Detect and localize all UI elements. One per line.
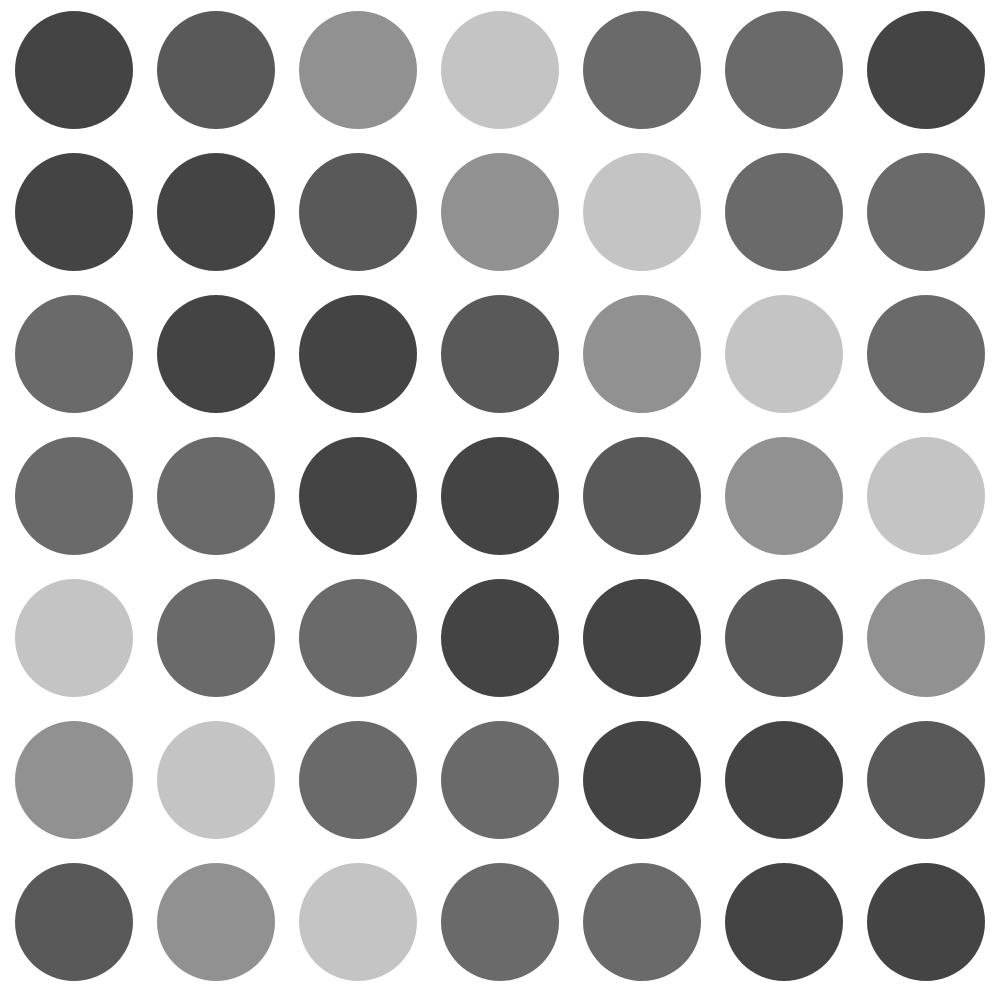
circle-r4-c6	[725, 437, 843, 555]
circle-r3-c1	[15, 295, 133, 413]
circle-r5-c5	[583, 579, 701, 697]
circle-r1-c1	[15, 11, 133, 129]
circle-r3-c6	[725, 295, 843, 413]
circle-r1-c5	[583, 11, 701, 129]
circle-r7-c7	[867, 863, 985, 981]
circle-r6-c6	[725, 721, 843, 839]
circle-r6-c2	[157, 721, 275, 839]
circle-r3-c2	[157, 295, 275, 413]
circle-r3-c4	[441, 295, 559, 413]
circle-r2-c3	[299, 153, 417, 271]
circle-r3-c5	[583, 295, 701, 413]
circle-r2-c6	[725, 153, 843, 271]
circle-r4-c4	[441, 437, 559, 555]
circle-r5-c3	[299, 579, 417, 697]
circle-r5-c2	[157, 579, 275, 697]
circle-r2-c5	[583, 153, 701, 271]
circle-r2-c7	[867, 153, 985, 271]
circle-r2-c4	[441, 153, 559, 271]
circle-r3-c7	[867, 295, 985, 413]
circle-r7-c3	[299, 863, 417, 981]
circle-r6-c5	[583, 721, 701, 839]
circle-r1-c4	[441, 11, 559, 129]
circle-r4-c7	[867, 437, 985, 555]
circle-r7-c6	[725, 863, 843, 981]
circle-r6-c3	[299, 721, 417, 839]
circle-r1-c3	[299, 11, 417, 129]
circle-r1-c7	[867, 11, 985, 129]
circle-r6-c7	[867, 721, 985, 839]
circle-r5-c1	[15, 579, 133, 697]
circle-r3-c3	[299, 295, 417, 413]
circle-r5-c4	[441, 579, 559, 697]
circle-r6-c1	[15, 721, 133, 839]
circle-r5-c6	[725, 579, 843, 697]
circle-r2-c1	[15, 153, 133, 271]
circle-r7-c5	[583, 863, 701, 981]
circle-r7-c4	[441, 863, 559, 981]
circle-r2-c2	[157, 153, 275, 271]
circle-r4-c5	[583, 437, 701, 555]
circle-r7-c1	[15, 863, 133, 981]
circle-r4-c1	[15, 437, 133, 555]
circle-r1-c2	[157, 11, 275, 129]
circle-r4-c2	[157, 437, 275, 555]
circle-r6-c4	[441, 721, 559, 839]
circle-r5-c7	[867, 579, 985, 697]
circle-r1-c6	[725, 11, 843, 129]
circle-r7-c2	[157, 863, 275, 981]
circle-r4-c3	[299, 437, 417, 555]
